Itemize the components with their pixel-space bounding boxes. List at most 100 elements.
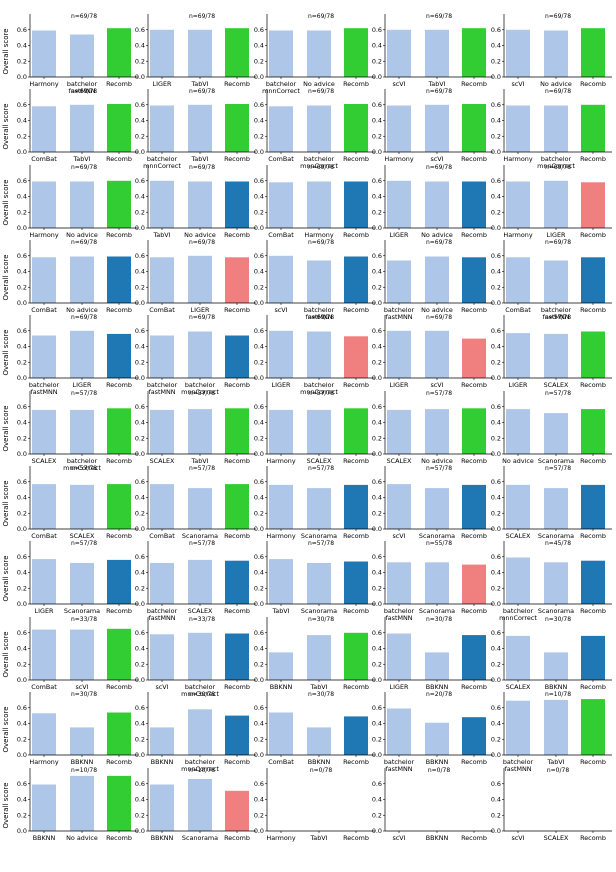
y-tick-label: 0.4 (372, 494, 382, 502)
bar-tabvi (70, 104, 94, 152)
x-tick-label: scVI (274, 306, 287, 314)
y-tick-label: 0.4 (372, 796, 382, 804)
y-tick-label: 0.0 (372, 148, 382, 156)
x-tick-label: Recomb (224, 155, 250, 163)
bar-harmony (32, 30, 56, 77)
x-tick-label: No advice (184, 231, 216, 239)
x-tick-label: scVI (75, 683, 88, 691)
panel-title: n=69/78 (189, 88, 215, 95)
x-tick-label: Recomb (106, 381, 132, 389)
bar-bbknn (150, 784, 174, 831)
bar-recomb (462, 28, 486, 77)
y-tick-label: 0.0 (491, 676, 501, 684)
bar-scanorama (188, 488, 212, 530)
y-tick-label: 0.0 (135, 676, 145, 684)
panel-33: scVI Scanorama Recomb 0.0 0.2 0.4 0.6 n=57/78 (372, 465, 493, 540)
bar-scanorama (307, 488, 331, 530)
x-tick-label: ComBat (149, 306, 175, 314)
x-tick-label: Scanorama (301, 607, 337, 615)
bar-recomb (107, 559, 131, 604)
x-tick-label: ComBat (268, 758, 294, 766)
panel-43: LIGER BBKNN Recomb 0.0 0.2 0.4 0.6 n=30/78 (372, 616, 493, 691)
x-tick-label: SCALEX (544, 381, 569, 389)
bar-liger (506, 333, 530, 378)
y-tick-label: 0.0 (17, 224, 27, 232)
bar-scalex (506, 484, 530, 529)
panel-37: TabVI Scanorama Recomb 0.0 0.2 0.4 0.6 n=57/78 (254, 540, 375, 615)
bar-no-advice (506, 409, 530, 454)
bar-scalex (150, 409, 174, 454)
y-tick-label: 0.2 (491, 434, 501, 442)
y-tick-label: 0.2 (372, 358, 382, 366)
bar-no-advice (425, 409, 449, 454)
y-tick-label: 0.2 (254, 660, 264, 668)
bar-recomb (107, 180, 131, 228)
bar-scanorama (70, 563, 94, 604)
x-tick-label: Harmony (266, 834, 295, 842)
x-tick-label: batchelor mnnCorrect (181, 381, 219, 396)
y-tick-label: 0.2 (254, 584, 264, 592)
y-tick-label: 0.2 (135, 811, 145, 819)
x-tick-label: LIGER (390, 381, 409, 389)
x-tick-label: batchelor mnnCorrect (300, 381, 338, 396)
y-tick-label: 0.6 (17, 101, 27, 109)
panel-title: n=69/78 (545, 239, 571, 246)
y-tick-label: 0.2 (254, 509, 264, 517)
x-tick-label: LIGER (547, 231, 566, 239)
y-tick-label: 0.4 (135, 419, 145, 427)
x-tick-label: batchelor fastMNN (503, 758, 534, 773)
y-tick-label: 0.4 (17, 645, 27, 653)
panel-18: batchelor fastMNN No advice Recomb 0.0 0.2 0.4… (372, 239, 493, 321)
panel-title: n=30/78 (189, 691, 215, 698)
y-tick-label: 0.4 (17, 720, 27, 728)
x-tick-label: scVI (155, 683, 168, 691)
y-tick-label: 0.2 (254, 358, 264, 366)
y-tick-label: 0.6 (17, 553, 27, 561)
bar-recomb (462, 408, 486, 454)
y-axis-label: Overall score (2, 103, 10, 149)
y-axis-label: Overall score (2, 480, 10, 526)
bar-recomb (225, 104, 249, 152)
y-tick-label: 0.2 (254, 132, 264, 140)
y-tick-label: 0.6 (491, 403, 501, 411)
bar-recomb (581, 182, 605, 228)
bar-recomb (344, 104, 368, 152)
y-tick-label: 0.6 (135, 26, 145, 34)
x-tick-label: Recomb (461, 457, 487, 465)
y-axis-label: Overall score (2, 706, 10, 752)
panel-13: LIGER No advice Recomb 0.0 0.2 0.4 0.6 n=69/78 (372, 164, 493, 239)
x-tick-label: TabVI (190, 457, 208, 465)
y-tick-label: 0.0 (372, 299, 382, 307)
y-axis-label: Overall score (2, 28, 10, 74)
bar-batchelor-mnncorrect (188, 331, 212, 378)
x-tick-label: Recomb (224, 457, 250, 465)
x-tick-label: Scanorama (182, 834, 218, 842)
bar-recomb (107, 256, 131, 303)
x-tick-label: Recomb (343, 532, 369, 540)
x-tick-label: TabVI (546, 758, 564, 766)
y-tick-label: 0.4 (17, 796, 27, 804)
x-tick-label: batchelor fastMNN (147, 381, 178, 396)
y-tick-label: 0.0 (135, 827, 145, 835)
x-tick-label: scVI (430, 381, 443, 389)
bar-bbknn (544, 652, 568, 680)
panel-25: SCALEX batchelor mnnCorrect Recomb 0.0 0.2 0.4… (2, 390, 138, 472)
y-tick-label: 0.0 (17, 73, 27, 81)
x-tick-label: TabVI (271, 607, 289, 615)
panel-title: n=30/78 (308, 616, 334, 623)
y-tick-label: 0.6 (254, 252, 264, 260)
bar-recomb (462, 257, 486, 303)
y-tick-label: 0.2 (491, 283, 501, 291)
y-tick-label: 0.6 (17, 780, 27, 788)
panel-24: LIGER SCALEX Recomb 0.0 0.2 0.4 0.6 n=57/78 (491, 314, 612, 389)
y-tick-label: 0.6 (491, 553, 501, 561)
y-tick-label: 0.6 (254, 704, 264, 712)
x-tick-label: No advice (540, 80, 572, 88)
bar-recomb (107, 104, 131, 152)
x-tick-label: Harmony (29, 758, 58, 766)
x-tick-label: scVI (392, 834, 405, 842)
panel-title: n=69/78 (308, 314, 334, 321)
bar-batchelor-mnncorrect (506, 557, 530, 604)
x-tick-label: Harmony (304, 231, 333, 239)
